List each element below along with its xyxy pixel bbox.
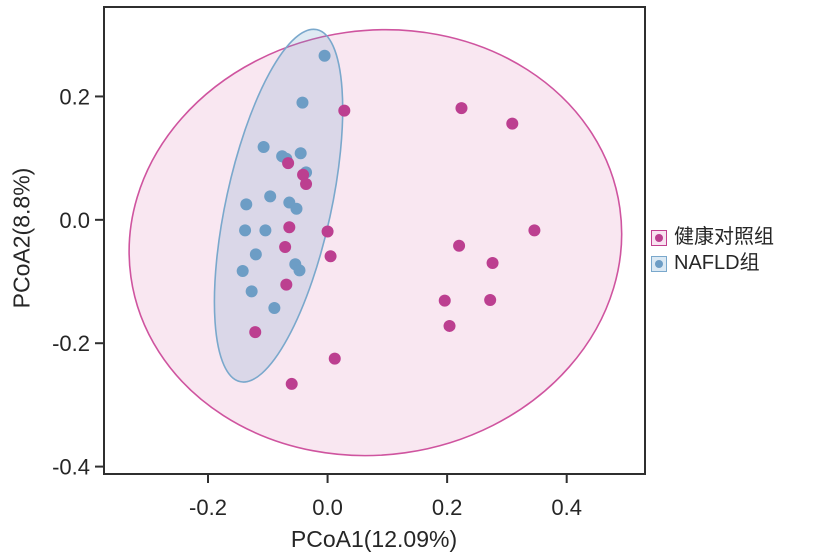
data-point-healthy-control (285, 377, 298, 390)
legend-label-nafld: NAFLD组 (674, 252, 760, 274)
data-point-healthy-control (297, 168, 310, 181)
data-point-healthy-control (328, 352, 341, 365)
y-axis-title: PCoA2(8.8%) (8, 167, 35, 309)
data-point-nafld (239, 224, 252, 237)
legend-item-healthy-control: 健康对照组 (651, 227, 774, 248)
data-point-nafld (268, 302, 281, 315)
x-tick-label: 0.0 (312, 495, 343, 520)
data-point-nafld (318, 49, 331, 62)
plot-border (103, 6, 646, 475)
legend-item-nafld: NAFLD组 (651, 253, 774, 274)
data-point-healthy-control (280, 278, 293, 291)
data-point-healthy-control (438, 294, 451, 307)
data-point-nafld (293, 264, 306, 277)
data-point-healthy-control (443, 319, 456, 332)
data-point-healthy-control (453, 239, 466, 252)
data-point-nafld (294, 147, 307, 160)
data-point-healthy-control (324, 250, 337, 263)
data-point-healthy-control (455, 102, 468, 115)
data-point-healthy-control (484, 294, 497, 307)
data-point-nafld (245, 285, 258, 298)
legend-swatch-healthy-icon (651, 229, 667, 246)
y-tick-label: 0.0 (59, 208, 90, 233)
legend-dot-nafld-icon (655, 259, 663, 268)
y-tick-label: -0.2 (52, 331, 90, 356)
data-point-nafld (257, 141, 270, 154)
data-point-healthy-control (528, 224, 541, 237)
data-point-nafld (264, 190, 277, 203)
y-tick-label: 0.2 (59, 84, 90, 109)
data-point-healthy-control (283, 221, 296, 234)
data-point-healthy-control (338, 104, 351, 117)
legend-dot-healthy-icon (655, 233, 663, 242)
data-point-nafld (236, 265, 249, 278)
data-point-healthy-control (321, 225, 334, 238)
confidence-ellipse-healthy-control (128, 28, 623, 457)
x-tick-label: -0.2 (189, 495, 227, 520)
legend-swatch-nafld-icon (651, 255, 667, 272)
x-axis-title: PCoA1(12.09%) (290, 526, 458, 552)
data-point-nafld (240, 198, 253, 211)
data-point-healthy-control (486, 257, 499, 270)
data-point-healthy-control (282, 157, 295, 170)
data-point-nafld (296, 96, 309, 109)
x-tick-label: 0.2 (432, 495, 463, 520)
legend: 健康对照组 NAFLD组 (651, 227, 774, 274)
data-point-nafld (290, 202, 303, 215)
x-tick-label: 0.4 (551, 495, 582, 520)
data-point-healthy-control (249, 326, 262, 339)
data-point-healthy-control (279, 240, 292, 253)
y-tick-label: -0.4 (52, 455, 90, 480)
legend-label-healthy-control: 健康对照组 (674, 226, 774, 248)
data-point-healthy-control (506, 117, 519, 130)
data-point-healthy-control (300, 178, 313, 191)
data-point-nafld (249, 248, 262, 261)
data-point-nafld (259, 224, 272, 237)
